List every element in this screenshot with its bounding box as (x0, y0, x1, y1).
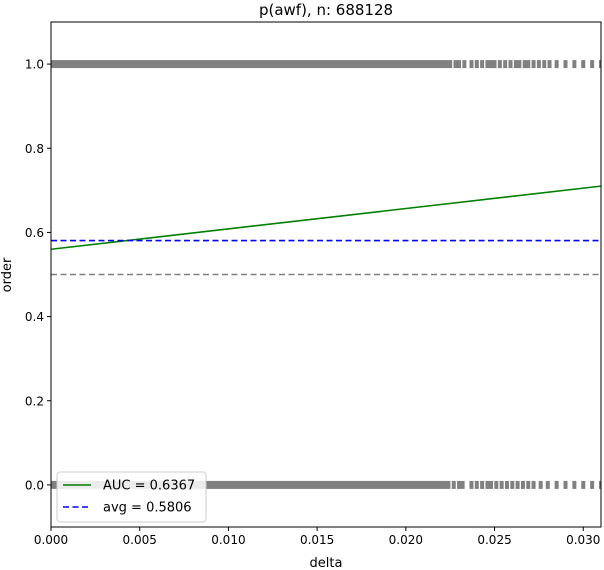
data-point-0-7 (485, 60, 490, 69)
data-point-0-3 (462, 60, 467, 69)
data-point-1-6 (480, 480, 485, 489)
y-axis-label: order (0, 257, 15, 292)
data-point-1-21 (572, 480, 577, 489)
data-point-1-8 (489, 480, 493, 489)
data-point-0-16 (526, 60, 531, 69)
data-point-1-15 (526, 480, 531, 489)
data-point-0-25 (590, 60, 595, 69)
data-point-0-20 (547, 60, 552, 69)
data-point-0-2 (457, 60, 462, 69)
data-point-1-10 (499, 480, 504, 489)
y-tick-label: 0.4 (25, 310, 44, 324)
data-point-0-8 (489, 60, 493, 69)
chart-title: p(awf), n: 688128 (259, 1, 393, 19)
data-point-1-16 (531, 480, 536, 489)
plot-area (51, 60, 601, 489)
axes-frame (50, 21, 602, 528)
data-point-1-22 (581, 480, 586, 489)
data-point-0-24 (581, 60, 586, 69)
data-point-0-4 (469, 60, 474, 69)
data-point-1-3 (460, 480, 465, 489)
data-point-0-15 (522, 60, 527, 69)
data-point-0-10 (497, 60, 502, 69)
point-band-1 (51, 480, 447, 489)
series-line-2 (51, 185, 601, 251)
x-tick-label: 0.015 (300, 533, 334, 547)
legend: AUC = 0.6367 avg = 0.5806 (56, 471, 207, 523)
data-point-0-17 (531, 60, 536, 69)
data-point-1-7 (485, 480, 490, 489)
data-point-0-21 (554, 60, 559, 69)
legend-box (56, 471, 207, 523)
data-point-0-5 (474, 60, 479, 69)
data-point-1-23 (590, 480, 595, 489)
data-point-0-12 (508, 60, 513, 69)
data-point-1-2 (457, 480, 462, 489)
data-point-0-14 (517, 60, 522, 69)
data-point-0-22 (563, 60, 568, 69)
data-point-0-0 (448, 60, 453, 69)
y-tick-label: 0.8 (25, 142, 44, 156)
data-point-1-9 (494, 480, 499, 489)
data-point-1-0 (446, 480, 451, 489)
x-tick-label: 0.030 (566, 533, 600, 547)
y-tick-label: 0.6 (25, 226, 44, 240)
data-point-1-4 (469, 480, 474, 489)
data-point-0-13 (513, 60, 518, 69)
data-point-0-6 (480, 60, 485, 69)
data-point-0-19 (542, 60, 547, 69)
data-point-1-5 (474, 480, 479, 489)
data-point-1-24 (599, 480, 601, 489)
legend-label: AUC = 0.6367 (103, 479, 195, 494)
x-tick-label: 0.010 (211, 533, 245, 547)
data-point-1-13 (515, 480, 520, 489)
x-tick-label: 0.025 (477, 533, 511, 547)
x-axis-label: delta (310, 556, 343, 570)
legend-label: avg = 0.5806 (103, 501, 192, 516)
data-point-1-1 (451, 480, 456, 489)
data-point-0-18 (536, 60, 541, 69)
data-point-1-14 (520, 480, 525, 489)
y-tick-label: 0.2 (25, 394, 44, 408)
data-point-1-17 (538, 480, 543, 489)
data-point-0-11 (503, 60, 508, 69)
point-band-0 (51, 60, 449, 69)
y-tick-label: 1.0 (25, 58, 44, 72)
data-point-1-11 (504, 480, 509, 489)
x-tick-label: 0.020 (389, 533, 423, 547)
data-point-1-19 (554, 480, 559, 489)
data-point-1-20 (563, 480, 568, 489)
data-point-0-1 (453, 60, 458, 69)
data-point-0-26 (599, 60, 601, 69)
axes: 0.000 0.005 0.010 0.015 0.020 0.025 0.030 0.0 0.… (25, 21, 602, 547)
data-point-0-23 (572, 60, 577, 69)
data-point-1-12 (510, 480, 515, 489)
data-point-1-18 (545, 480, 550, 489)
x-tick-label: 0.005 (123, 533, 157, 547)
x-tick-label: 0.000 (34, 533, 68, 547)
data-point-0-9 (492, 60, 497, 69)
y-tick-label: 0.0 (25, 478, 44, 492)
